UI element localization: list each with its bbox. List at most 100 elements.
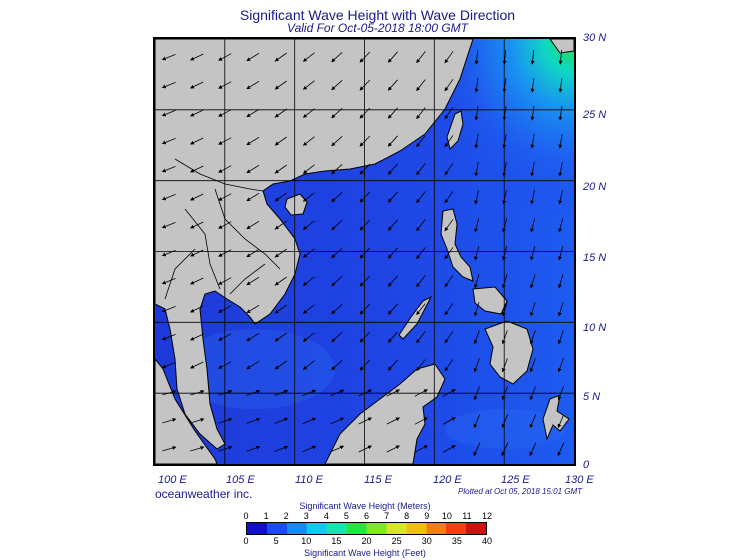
- wave-direction-arrow: [274, 80, 287, 90]
- wave-direction-arrow: [331, 136, 343, 147]
- wave-direction-arrow: [274, 304, 287, 314]
- wave-direction-arrow: [162, 418, 177, 424]
- map-title: Significant Wave Height with Wave Direct…: [239, 7, 516, 23]
- wave-direction-arrow: [502, 218, 508, 233]
- wave-direction-arrow: [473, 442, 481, 457]
- wave-direction-arrow: [414, 389, 428, 397]
- wave-direction-arrow: [246, 304, 260, 314]
- wave-direction-arrow: [189, 137, 204, 145]
- wave-direction-arrow: [558, 190, 563, 205]
- wave-direction-arrow: [473, 274, 480, 289]
- wave-direction-arrow: [529, 386, 536, 401]
- wave-direction-arrow: [558, 218, 564, 233]
- wave-direction-arrow: [557, 414, 565, 429]
- lon-label-115: 115 E: [364, 474, 392, 486]
- wave-direction-arrow: [302, 276, 315, 286]
- wave-direction-arrow: [274, 192, 287, 202]
- wave-direction-arrow: [190, 417, 205, 424]
- wave-direction-arrow: [529, 274, 536, 289]
- wave-direction-arrow: [473, 302, 480, 317]
- wave-direction-arrow: [557, 442, 565, 457]
- wave-direction-arrow: [246, 417, 261, 424]
- wave-direction-arrow: [442, 445, 456, 453]
- wave-direction-arrow: [502, 49, 507, 65]
- wave-direction-arrow: [558, 49, 563, 65]
- legend-meters-tick: 9: [424, 511, 430, 521]
- wave-direction-arrow: [444, 107, 454, 120]
- wave-direction-arrow: [331, 360, 343, 371]
- wave-direction-arrow: [359, 135, 371, 147]
- land-hainan: [284, 193, 308, 216]
- wave-direction-arrow: [474, 190, 479, 205]
- wave-direction-arrow: [161, 82, 176, 89]
- wave-direction-arrow: [442, 389, 456, 397]
- land-mainland: [155, 39, 474, 450]
- wave-direction-arrow: [218, 221, 232, 229]
- lon-label-110: 110 E: [295, 474, 323, 486]
- wave-direction-arrow: [474, 49, 479, 65]
- wave-direction-arrow: [246, 445, 261, 452]
- wave-direction-arrow: [302, 304, 315, 314]
- legend-meters-tick: 4: [323, 511, 329, 521]
- wave-direction-arrow: [302, 389, 317, 397]
- wave-direction-arrow: [302, 417, 317, 425]
- lat-label-0: 0: [583, 459, 590, 471]
- wave-direction-arrow: [529, 442, 537, 457]
- wave-direction-arrows: [161, 49, 565, 457]
- wave-direction-arrow: [416, 331, 426, 344]
- wave-direction-arrow: [530, 246, 536, 261]
- wave-direction-arrow: [530, 78, 535, 93]
- legend-meters-title: Significant Wave Height (Meters): [299, 501, 431, 511]
- wave-direction-arrow: [162, 390, 177, 396]
- wave-direction-arrow: [274, 417, 289, 424]
- wave-direction-arrow: [161, 362, 176, 369]
- wave-direction-arrow: [444, 163, 454, 176]
- wave-direction-arrow: [246, 248, 260, 258]
- wave-direction-arrow: [529, 414, 537, 429]
- wave-direction-arrow: [218, 81, 232, 89]
- wave-direction-arrow: [331, 248, 343, 259]
- wave-direction-arrow: [387, 107, 398, 119]
- land-sumatra: [155, 358, 218, 464]
- wave-direction-arrow: [416, 359, 426, 372]
- wave-direction-arrow: [302, 164, 315, 174]
- wave-direction-arrow: [474, 218, 480, 233]
- wave-direction-arrow: [189, 333, 204, 341]
- wave-direction-arrow: [358, 389, 373, 397]
- wave-direction-arrow: [474, 162, 479, 177]
- land-mindanao: [484, 320, 534, 385]
- wave-direction-arrow: [274, 136, 287, 146]
- wave-direction-arrow: [161, 222, 176, 229]
- wave-direction-arrow: [473, 330, 480, 345]
- lon-label-125: 125 E: [501, 474, 530, 486]
- wave-direction-arrow: [359, 107, 371, 119]
- map-subtitle: Valid For Oct-05-2018 18:00 GMT: [287, 21, 468, 35]
- wave-direction-arrow: [558, 78, 563, 93]
- wave-direction-arrow: [501, 330, 508, 345]
- wave-direction-arrow: [474, 246, 480, 261]
- legend-feet-tick: 0: [243, 536, 249, 546]
- wave-direction-arrow: [274, 164, 287, 174]
- wave-direction-arrow: [442, 417, 456, 425]
- wave-direction-arrow: [416, 191, 426, 204]
- plotted-timestamp: Plotted at Oct 05, 2018 15:01 GMT: [458, 487, 583, 496]
- wave-direction-arrow: [444, 275, 454, 288]
- wave-direction-arrow: [246, 164, 260, 174]
- legend-meters-tick: 2: [283, 511, 289, 521]
- legend-meters-tick: 7: [384, 511, 390, 521]
- wave-direction-arrow: [386, 417, 401, 425]
- wave-direction-arrow: [359, 163, 371, 175]
- legend-feet-tick: 30: [421, 536, 432, 546]
- wave-direction-arrow: [359, 359, 371, 371]
- wave-direction-arrow: [218, 53, 232, 61]
- land-taiwan: [446, 110, 464, 150]
- wave-direction-arrow: [474, 78, 479, 93]
- wave-direction-arrow: [502, 78, 507, 93]
- wave-direction-arrow: [246, 220, 260, 230]
- wave-direction-arrow: [501, 274, 508, 289]
- wave-direction-arrow: [502, 106, 507, 121]
- wave-direction-arrow: [359, 303, 371, 315]
- wave-direction-arrow: [416, 79, 426, 92]
- lat-label-25: 25 N: [583, 109, 607, 121]
- wave-direction-arrow: [529, 358, 536, 373]
